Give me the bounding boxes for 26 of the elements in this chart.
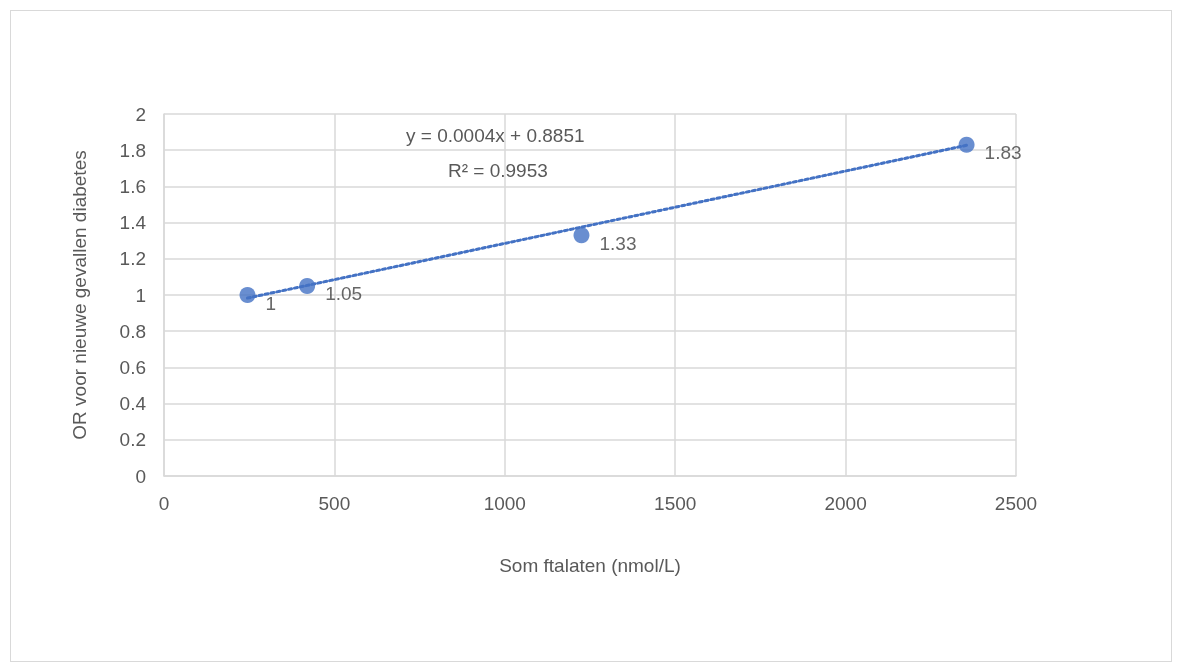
data-label: 1.05 [325,283,363,305]
y-tick-label: 1 [135,284,146,306]
data-label: 1.83 [984,142,1022,164]
x-axis-title: Som ftalaten (nmol/L) [499,555,681,576]
y-tick-label: 0.8 [119,320,146,342]
y-tick-label: 1.2 [119,248,146,270]
x-tick-label: 1500 [654,493,697,514]
annotation: R² = 0.9953 [448,160,548,181]
data-label: 1 [265,292,277,314]
x-tick-label: 2000 [824,493,867,514]
y-tick-label: 0.6 [119,356,146,378]
y-tick-label: 0 [135,465,146,487]
data-label: 1.33 [599,232,637,254]
y-tick-label: 1.6 [119,175,146,197]
y-tick-label: 1.8 [119,139,146,161]
y-tick-label: 0.2 [119,429,146,451]
x-tick-label: 0 [158,493,170,514]
annotation: y = 0.0004x + 0.8851 [406,125,585,146]
x-tick-label: 1000 [483,493,526,514]
y-tick-label: 1.4 [119,212,147,234]
y-axis-title: OR voor nieuwe gevallen diabetes [69,150,90,440]
y-tick-label: 2 [135,103,146,125]
x-tick-label: 2500 [994,493,1038,514]
y-tick-label: 0.4 [119,393,147,415]
x-tick-label: 500 [318,493,351,514]
point [573,227,590,244]
